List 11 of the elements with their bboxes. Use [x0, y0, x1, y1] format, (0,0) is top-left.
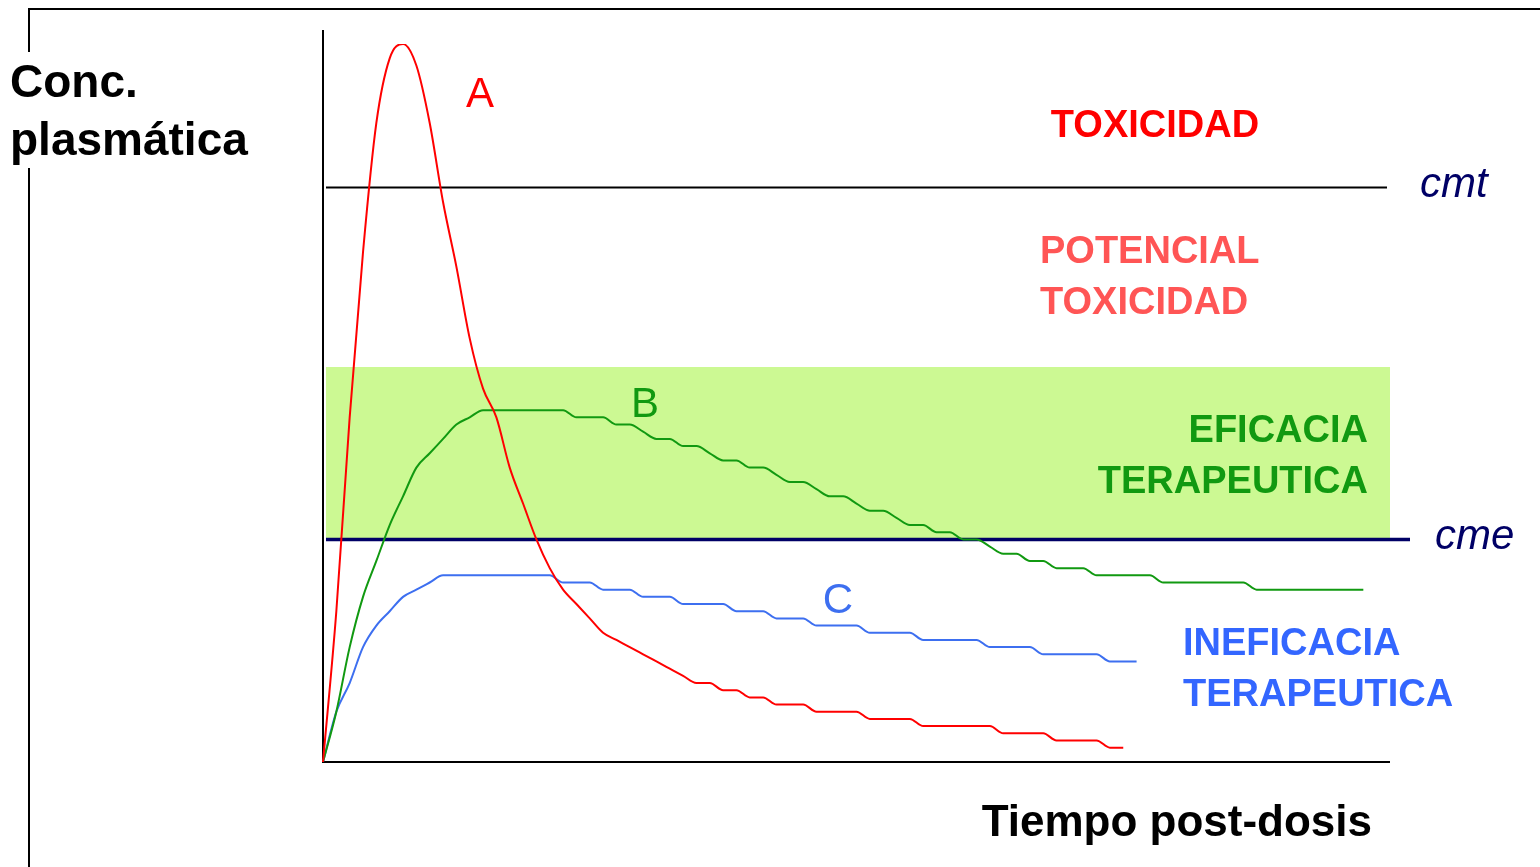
series-label: C [822, 574, 854, 622]
annotation: INEFICACIA TERAPEUTICA [1183, 620, 1454, 714]
series-label: A [466, 68, 495, 116]
annotation: TOXICIDAD [1050, 103, 1260, 146]
series-label: B [631, 378, 660, 426]
ref-line-label: cmt [1420, 159, 1490, 207]
y-axis-title: Conc. plasmática [10, 52, 300, 168]
ref-line-label: cme [1435, 511, 1515, 559]
band-label: EFICACIA TERAPEUTICA [1097, 408, 1368, 502]
x-axis-title: Tiempo post-dosis [981, 796, 1372, 846]
annotation: POTENCIAL TOXICIDAD [1040, 228, 1260, 322]
